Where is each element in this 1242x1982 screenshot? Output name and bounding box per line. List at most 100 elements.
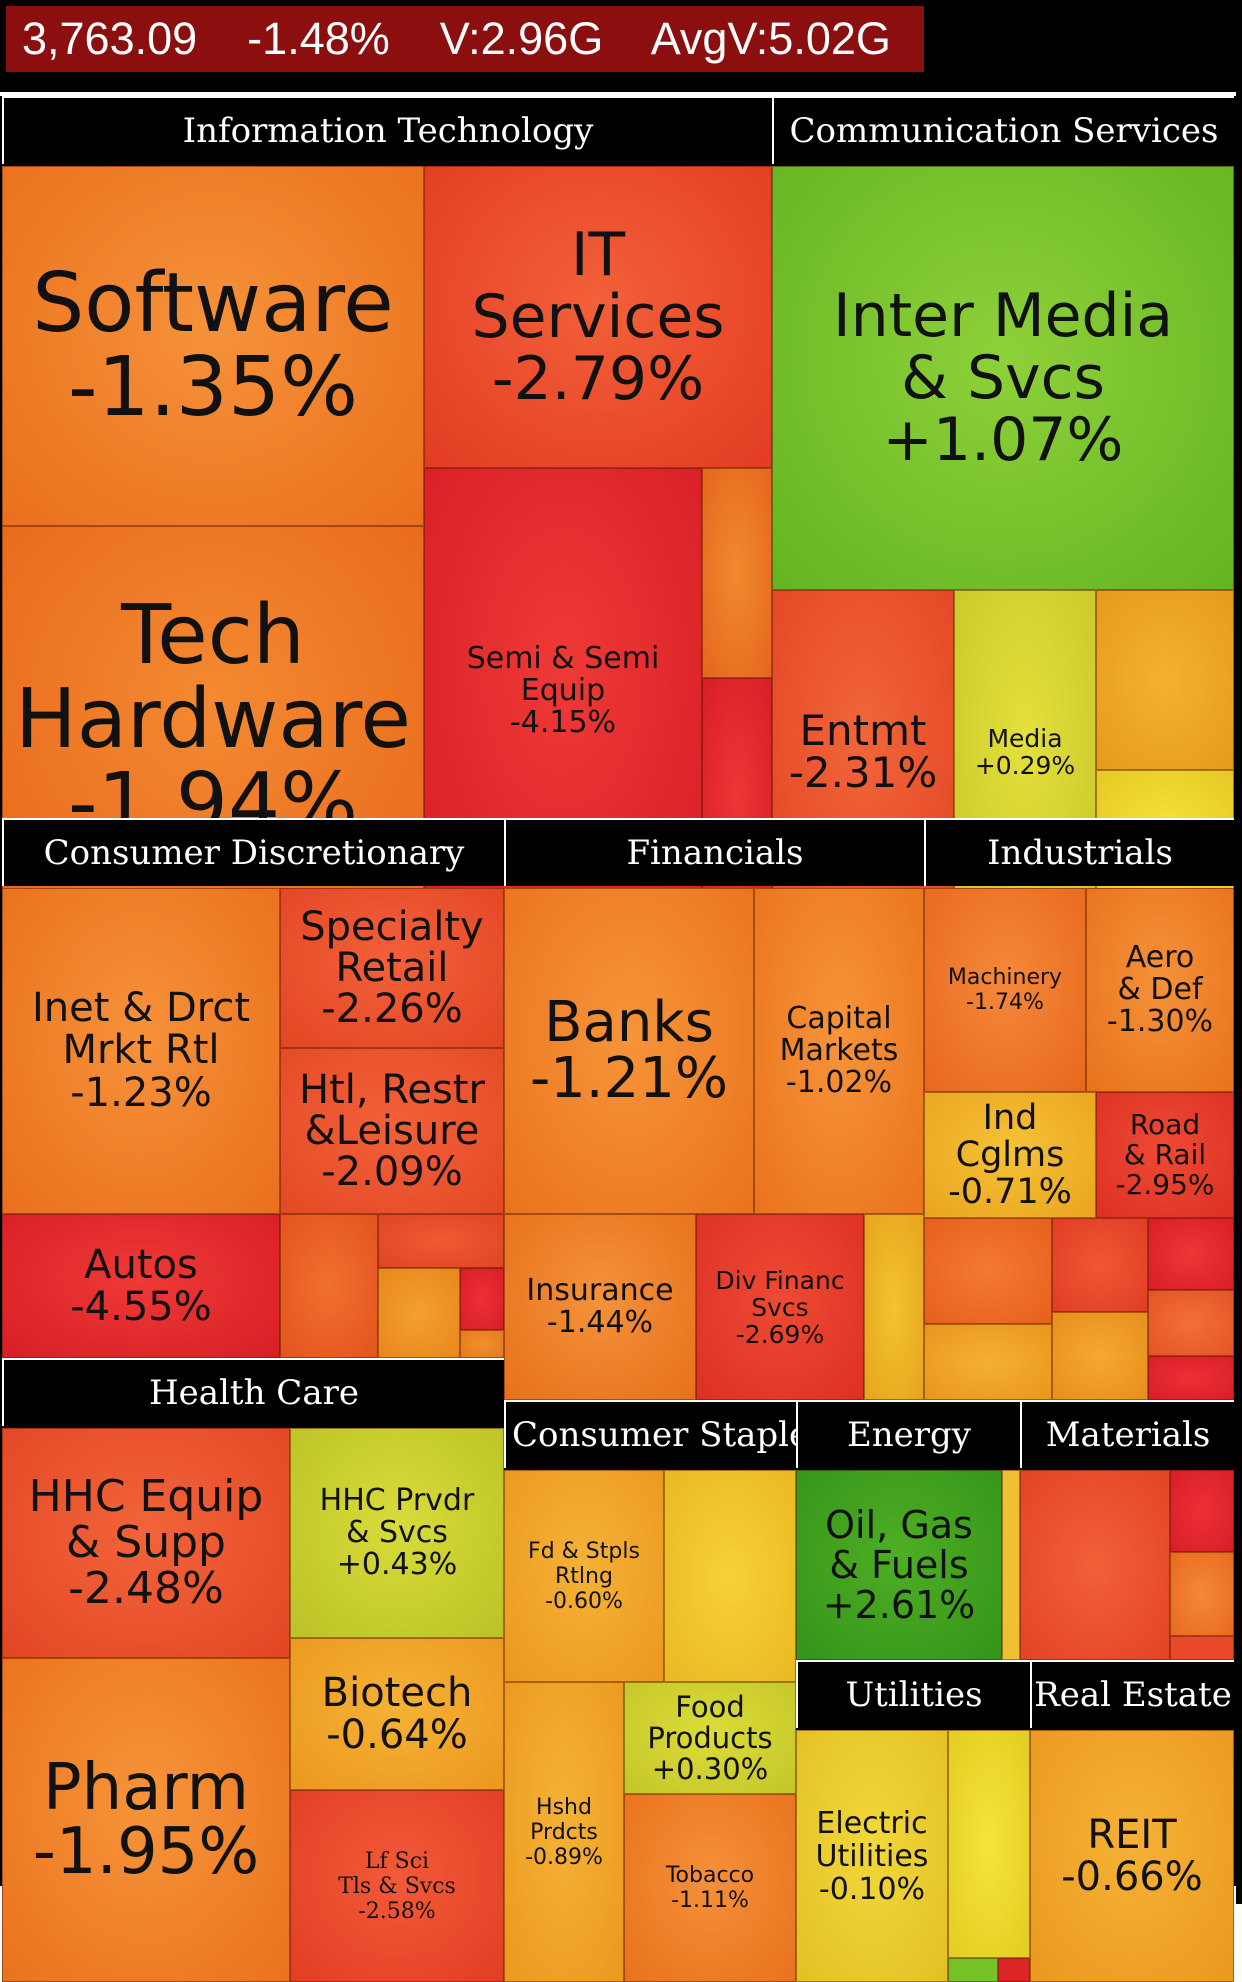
tile-htl-restr-leisure[interactable]: Htl, Restr &Leisure -2.09%: [280, 1048, 504, 1214]
tile-inter-media-svcs[interactable]: Inter Media & Svcs +1.07%: [772, 166, 1234, 590]
tile-it-small-1[interactable]: [702, 468, 772, 678]
tile-comm-small-1[interactable]: [1096, 590, 1234, 770]
tile-cd-small-2[interactable]: [378, 1214, 504, 1268]
tile-ind-small-5[interactable]: [1148, 1290, 1234, 1356]
sector-header-health-care[interactable]: Health Care: [2, 1358, 504, 1426]
tile-entmt-label: Entmt: [799, 706, 927, 755]
sector-header-communication-services[interactable]: Communication Services: [772, 96, 1234, 164]
tile-machinery-label: Machinery: [947, 965, 1063, 990]
tile-ind-cglms-change: -0.71%: [948, 1171, 1072, 1212]
tile-hhc-prvdr-change: +0.43%: [336, 1547, 458, 1582]
tile-software[interactable]: Software -1.35%: [2, 166, 424, 526]
sector-header-information-technology[interactable]: Information Technology: [2, 96, 772, 164]
tile-machinery-change: -1.74%: [966, 990, 1044, 1015]
tile-tobacco[interactable]: Tobacco -1.11%: [624, 1794, 796, 1982]
tile-banks[interactable]: Banks -1.21%: [504, 888, 754, 1214]
tile-energy-small-1[interactable]: [1002, 1470, 1020, 1660]
tile-cd-small-4[interactable]: [460, 1268, 504, 1330]
tile-reit[interactable]: REIT -0.66%: [1030, 1730, 1234, 1982]
sector-header-utilities[interactable]: Utilities: [796, 1660, 1030, 1728]
tile-div-financ-svcs[interactable]: Div Financ Svcs -2.69%: [696, 1214, 864, 1400]
tile-ind-small-4[interactable]: [1052, 1312, 1148, 1400]
tile-fd-stpls-label: Fd & Stpls Rtlng: [528, 1538, 640, 1589]
tile-hhc-equip-supp[interactable]: HHC Equip & Supp -2.48%: [2, 1428, 290, 1658]
tile-hhc-prvdr-label: HHC Prvdr & Svcs: [319, 1483, 475, 1550]
tile-aero-def-label: Aero & Def: [1117, 940, 1203, 1007]
tile-cd-small-1[interactable]: [280, 1214, 378, 1358]
sector-header-consumer-staples[interactable]: Consumer Staples: [504, 1400, 796, 1468]
sector-header-real-estate[interactable]: Real Estate: [1030, 1660, 1234, 1728]
tile-fin-small-1[interactable]: [864, 1214, 924, 1400]
tile-materials-small-2[interactable]: [1170, 1552, 1234, 1636]
tile-insurance-change: -1.44%: [546, 1305, 654, 1340]
tile-road-rail-change: -2.95%: [1115, 1168, 1215, 1201]
tile-ind-small-3[interactable]: [1148, 1218, 1234, 1290]
tile-hhc-prvdr-svcs[interactable]: HHC Prvdr & Svcs +0.43%: [290, 1428, 504, 1638]
tile-hshd-prdcts-label: Hshd Prdcts: [530, 1794, 598, 1845]
tile-htl-restr-change: -2.09%: [321, 1148, 463, 1195]
tile-ind-cglms[interactable]: Ind Cglms -0.71%: [924, 1092, 1096, 1218]
tile-aero-def[interactable]: Aero & Def -1.30%: [1086, 888, 1234, 1092]
tile-autos-label: Autos: [84, 1242, 198, 1288]
tile-biotech[interactable]: Biotech -0.64%: [290, 1638, 504, 1790]
tile-util-small-2[interactable]: [948, 1958, 998, 1982]
sector-header-energy[interactable]: Energy: [796, 1400, 1020, 1468]
tile-hshd-prdcts[interactable]: Hshd Prdcts -0.89%: [504, 1682, 624, 1982]
tile-materials-small-1[interactable]: [1170, 1470, 1234, 1552]
tile-div-financ-label: Div Financ Svcs: [715, 1265, 845, 1322]
tile-food-products[interactable]: Food Products +0.30%: [624, 1682, 796, 1794]
tile-it-services[interactable]: IT Services -2.79%: [424, 166, 772, 468]
sector-header-industrials[interactable]: Industrials: [924, 818, 1234, 886]
tile-road-rail[interactable]: Road & Rail -2.95%: [1096, 1092, 1234, 1218]
tile-oil-gas-change: +2.61%: [822, 1583, 976, 1627]
tile-aero-def-change: -1.30%: [1106, 1004, 1214, 1039]
tile-ind-small-1[interactable]: [924, 1218, 1052, 1324]
sector-treemap: Information Technology Software -1.35% T…: [0, 96, 1236, 1982]
tile-banks-change: -1.21%: [529, 1046, 729, 1111]
tile-inet-drct-mrkt-rtl[interactable]: Inet & Drct Mrkt Rtl -1.23%: [2, 888, 280, 1214]
tile-materials-small-3[interactable]: [1170, 1636, 1234, 1660]
tile-specialty-retail[interactable]: Specialty Retail -2.26%: [280, 888, 504, 1048]
tile-electric-utilities-change: -0.10%: [818, 1871, 926, 1907]
tile-software-label: Software: [32, 256, 394, 351]
tile-autos[interactable]: Autos -4.55%: [2, 1214, 280, 1358]
tile-ind-small-7[interactable]: [1148, 1356, 1234, 1400]
sector-header-consumer-discretionary[interactable]: Consumer Discretionary: [2, 818, 504, 886]
tile-tobacco-change: -1.11%: [671, 1888, 749, 1913]
tile-util-small-1[interactable]: [948, 1730, 1030, 1958]
tile-food-products-change: +0.30%: [651, 1751, 769, 1786]
tile-hhc-equip-label: HHC Equip & Supp: [28, 1471, 264, 1568]
tile-software-change: -1.35%: [67, 340, 359, 435]
tile-semi-equip-change: -4.15%: [509, 705, 617, 740]
tile-fd-stpls-rtlng[interactable]: Fd & Stpls Rtlng -0.60%: [504, 1470, 664, 1682]
tile-oil-gas-fuels[interactable]: Oil, Gas & Fuels +2.61%: [796, 1470, 1002, 1660]
tile-ind-cglms-label: Ind Cglms: [955, 1097, 1065, 1175]
tile-cs-small-1[interactable]: [664, 1470, 796, 1682]
tile-ind-small-6[interactable]: [924, 1324, 1052, 1400]
sector-header-materials[interactable]: Materials: [1020, 1400, 1234, 1468]
tile-materials-main[interactable]: [1020, 1470, 1170, 1660]
tile-capital-markets[interactable]: Capital Markets -1.02%: [754, 888, 924, 1214]
tile-div-financ-change: -2.69%: [735, 1319, 825, 1349]
tile-banks-label: Banks: [544, 990, 714, 1055]
tile-inter-media-label: Inter Media & Svcs: [832, 281, 1174, 413]
tile-ind-small-2[interactable]: [1052, 1218, 1148, 1312]
tile-insurance[interactable]: Insurance -1.44%: [504, 1214, 696, 1400]
tile-cd-small-3[interactable]: [378, 1268, 460, 1358]
tile-electric-utilities-label: Electric Utilities: [815, 1805, 929, 1874]
tile-food-products-label: Food Products: [647, 1689, 773, 1755]
tile-reit-label: REIT: [1087, 1812, 1177, 1858]
tile-pharm-label: Pharm: [43, 1751, 249, 1825]
tile-electric-utilities[interactable]: Electric Utilities -0.10%: [796, 1730, 948, 1982]
tile-lf-sci-label: Lf Sci Tls & Svcs: [338, 1848, 456, 1899]
tile-specialty-retail-change: -2.26%: [321, 985, 463, 1032]
tile-machinery[interactable]: Machinery -1.74%: [924, 888, 1086, 1092]
tile-inet-drct-change: -1.23%: [70, 1070, 212, 1116]
tile-util-small-3[interactable]: [998, 1958, 1030, 1982]
tile-htl-restr-label: Htl, Restr &Leisure: [299, 1066, 485, 1154]
tile-lf-sci-tls-svcs[interactable]: Lf Sci Tls & Svcs -2.58%: [290, 1790, 504, 1982]
tile-cd-small-5[interactable]: [460, 1330, 504, 1358]
tile-pharm[interactable]: Pharm -1.95%: [2, 1658, 290, 1982]
sector-header-financials[interactable]: Financials: [504, 818, 924, 886]
tile-specialty-retail-label: Specialty Retail: [300, 903, 484, 991]
